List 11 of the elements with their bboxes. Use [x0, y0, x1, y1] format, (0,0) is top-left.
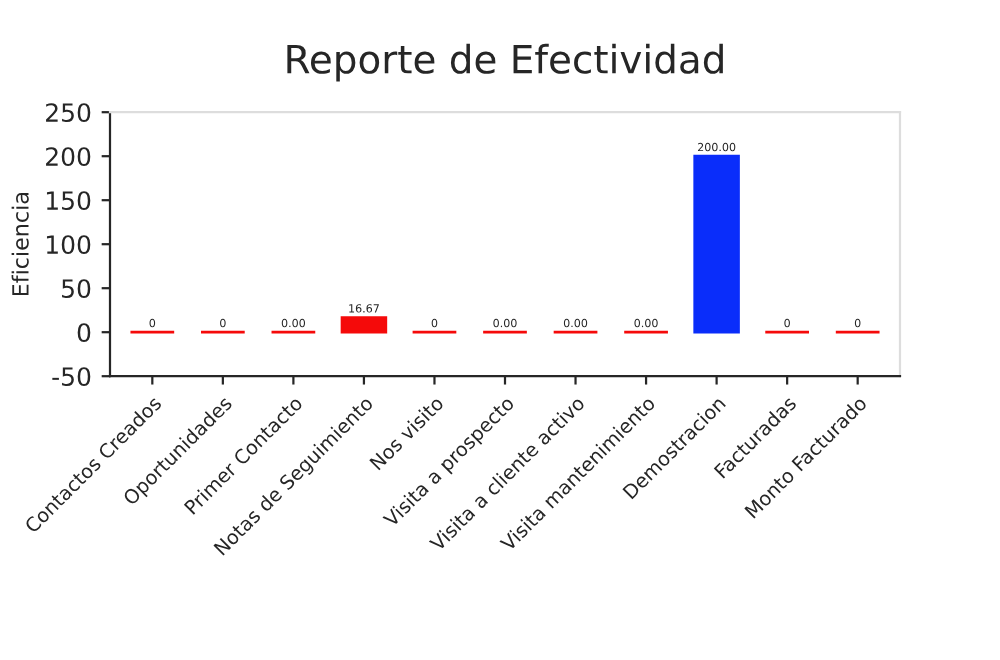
bar [693, 154, 740, 334]
y-tick-label: 50 [62, 279, 91, 299]
y-tick-label: 250 [46, 103, 91, 123]
chart-title: Reporte de Efectividad [287, 43, 723, 82]
y-tick-label: 0 [77, 323, 91, 343]
y-tick-label: 100 [46, 235, 91, 255]
y-tick-label: 150 [46, 191, 91, 211]
y-tick-label: 200 [46, 147, 91, 167]
y-tick-label: -50 [52, 367, 91, 387]
bar [340, 316, 388, 334]
y-axis-title: Eficiencia [11, 193, 29, 296]
